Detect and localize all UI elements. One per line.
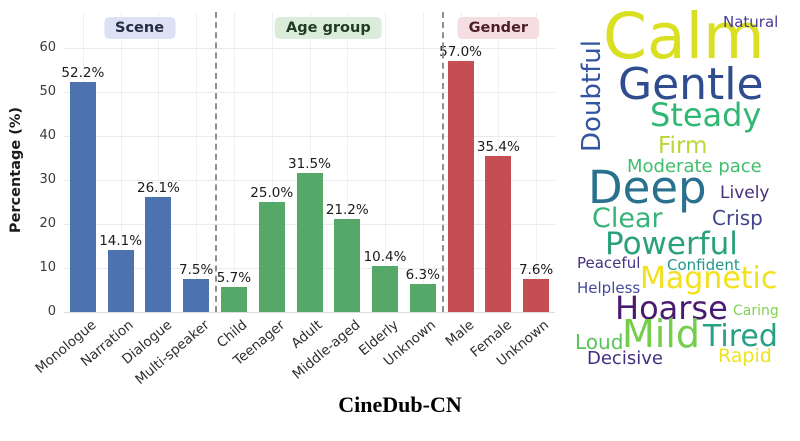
bar-value-label: 31.5%: [288, 156, 331, 173]
bar-multi-speaker: [183, 279, 210, 312]
wordcloud-word-lively: Lively: [720, 183, 770, 203]
y-tick-label: 0: [47, 304, 56, 319]
bar-value-label: 35.4%: [476, 139, 520, 156]
gridline: [422, 12, 424, 312]
gridline: [536, 12, 538, 312]
wordcloud-word-hoarse: Hoarse: [615, 289, 728, 327]
bar-elderly: [372, 266, 399, 312]
group-badge-scene: Scene: [104, 17, 176, 39]
wordcloud-word-calm: Calm: [603, 0, 765, 73]
gridline: [158, 12, 160, 312]
wordcloud-word-peaceful: Peaceful: [577, 254, 641, 272]
bar-monologue: [69, 82, 96, 312]
y-tick-label: 10: [39, 260, 56, 275]
bar-chart: Percentage (%) CineDub-CN 0 10 20 30 40 50 60 5…: [8, 12, 555, 417]
gridline: [347, 12, 349, 312]
wordcloud-word-loud: Loud: [575, 330, 624, 354]
wordcloud-word-gentle: Gentle: [618, 59, 764, 110]
wordcloud-word-crisp: Crisp: [712, 206, 763, 230]
wordcloud-word-powerful: Powerful: [605, 226, 738, 262]
gridline: [271, 12, 273, 312]
wordcloud-word-deep: Deep: [588, 161, 707, 214]
wordcloud-word-caring: Caring: [733, 303, 779, 319]
bar-narration: [107, 249, 134, 312]
gridline: [233, 12, 235, 312]
wordcloud-word-magnetic: Magnetic: [640, 261, 778, 296]
wordcloud-word-mild: Mild: [622, 312, 701, 356]
bar-male: [447, 61, 474, 312]
gridline: [196, 12, 198, 312]
bar-child: [220, 286, 247, 312]
wordcloud-word-tired: Tired: [703, 319, 778, 354]
wordcloud-word-natural: Natural: [723, 13, 779, 31]
wordcloud-word-helpless: Helpless: [577, 279, 641, 297]
bar-adult: [296, 173, 323, 312]
group-separator: [441, 12, 444, 312]
wordcloud-word-decisive: Decisive: [587, 348, 663, 369]
gridline: [64, 312, 555, 313]
bar-value-label: 21.2%: [325, 201, 369, 218]
wordcloud-word-clear: Clear: [592, 203, 663, 234]
bar-value-label: 7.6%: [518, 261, 554, 278]
bar-value-label: 57.0%: [439, 44, 483, 61]
bar-value-label: 14.1%: [99, 232, 143, 249]
y-axis-label: Percentage (%): [8, 106, 24, 234]
figure-title: CineDub-CN: [338, 392, 462, 417]
y-tick-label: 20: [39, 216, 56, 231]
wordcloud-word-rapid: Rapid: [718, 345, 772, 367]
bar-unknown: [523, 278, 550, 312]
gridline: [385, 12, 387, 312]
group-badge-gender: Gender: [457, 17, 540, 39]
bar-value-label: 25.0%: [250, 185, 294, 201]
group-badge-age-group: Age group: [275, 17, 382, 39]
bar-middle-aged: [334, 218, 361, 312]
gridline: [120, 12, 122, 312]
wordcloud-word-confident: Confident: [667, 256, 740, 274]
wordcloud-word-doubtful: Doubtful: [577, 40, 607, 152]
bar-value-label: 52.2%: [61, 65, 105, 82]
bar-value-label: 5.7%: [216, 269, 252, 286]
wordcloud-word-moderate-pace: Moderate pace: [627, 156, 762, 177]
bar-value-label: 6.3%: [405, 267, 440, 284]
bar-value-label: 26.1%: [136, 180, 180, 197]
y-tick-label: 30: [39, 172, 56, 187]
y-tick-label: 40: [39, 128, 56, 143]
y-tick-label: 50: [39, 84, 56, 99]
group-separator: [215, 12, 218, 312]
y-tick-label: 60: [39, 40, 56, 55]
bar-unknown: [409, 284, 436, 312]
bar-value-label: 7.5%: [179, 262, 214, 278]
wordcloud-word-firm: Firm: [658, 133, 708, 159]
gridline: [309, 12, 311, 312]
bar-value-label: 10.4%: [363, 249, 407, 266]
bar-teenager: [258, 202, 285, 312]
wordcloud-word-steady: Steady: [650, 96, 762, 134]
bar-female: [485, 156, 512, 312]
bar-dialogue: [145, 197, 172, 312]
voice-style-wordcloud: Calm Natural Doubtful Gentle Steady Firm Moder…: [560, 0, 800, 400]
